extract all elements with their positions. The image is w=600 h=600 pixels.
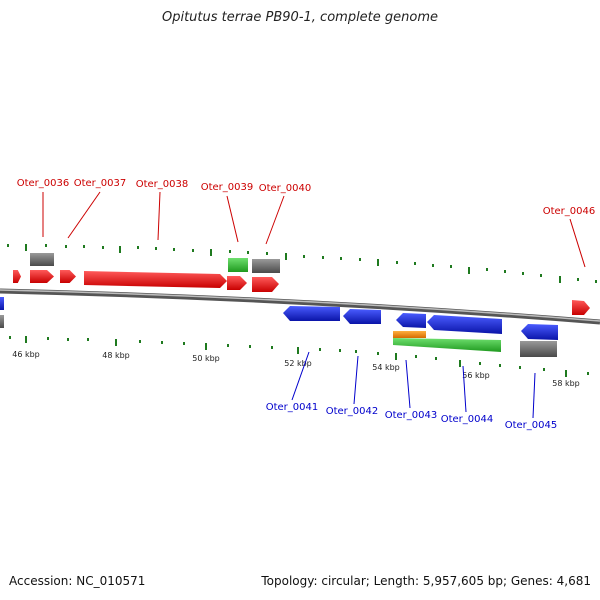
backbone-line: [0, 288, 600, 325]
forward-cds-arrow: [572, 300, 590, 315]
backbone-highlight: [0, 289, 600, 322]
gene-leader-line: [67, 191, 101, 239]
kbp-tick-label: 54 kbp: [372, 363, 400, 372]
kbp-tick-label: 56 kbp: [462, 371, 490, 380]
gene-label-oter-0038: Oter_0038: [136, 179, 189, 190]
gene-leader-line: [265, 195, 285, 245]
gray-feature-box: [520, 341, 557, 357]
map-title: Opitutus terrae PB90-1, complete genome: [161, 10, 439, 25]
gene-label-oter-0044: Oter_0044: [441, 414, 494, 425]
forward-cds-arrow: [227, 276, 247, 290]
forward-cds-arrow: [13, 270, 21, 283]
gene-leader-line: [405, 359, 411, 409]
green-feature-box: [393, 338, 501, 352]
gene-leader-line: [532, 372, 536, 419]
reverse-cds-arrow: [0, 297, 4, 310]
kbp-tick-label: 48 kbp: [102, 351, 130, 360]
gene-label-oter-0042: Oter_0042: [326, 406, 379, 417]
gene-leader-line: [353, 355, 359, 405]
gene-leader-line: [569, 218, 586, 268]
gene-leader-line: [462, 365, 467, 413]
gene-label-oter-0040: Oter_0040: [259, 183, 312, 194]
gray-feature-box: [0, 315, 4, 328]
kbp-tick-label: 58 kbp: [552, 379, 580, 388]
gray-feature-box: [252, 259, 280, 273]
forward-cds-arrow: [60, 270, 76, 283]
forward-cds-arrow: [84, 271, 227, 288]
gene-label-oter-0045: Oter_0045: [505, 420, 558, 431]
kbp-tick-label: 50 kbp: [192, 354, 220, 363]
forward-cds-arrow: [252, 277, 279, 292]
gene-leader-line: [157, 191, 161, 241]
reverse-cds-arrow: [343, 309, 381, 324]
gray-feature-box: [30, 253, 54, 266]
reverse-cds-arrow: [521, 324, 558, 340]
accession-text: Accession: NC_010571: [9, 574, 146, 588]
gene-label-oter-0036: Oter_0036: [17, 178, 70, 189]
gene-label-oter-0037: Oter_0037: [74, 178, 127, 189]
gene-leader-line: [291, 351, 310, 401]
genome-summary-text: Topology: circular; Length: 5,957,605 bp…: [261, 574, 591, 588]
forward-cds-arrow: [30, 270, 54, 283]
reverse-cds-arrow: [396, 313, 426, 328]
gene-label-oter-0046: Oter_0046: [543, 206, 596, 217]
gene-label-oter-0041: Oter_0041: [266, 402, 319, 413]
reverse-cds-arrow: [283, 306, 340, 321]
gene-leader-line: [226, 195, 239, 243]
kbp-tick-label: 52 kbp: [284, 359, 312, 368]
kbp-tick-label: 46 kbp: [12, 350, 40, 359]
reverse-cds-arrow: [427, 315, 502, 334]
green-feature-box: [228, 258, 248, 272]
gene-label-oter-0043: Oter_0043: [385, 410, 438, 421]
orange-feature-box: [393, 331, 426, 338]
gene-label-oter-0039: Oter_0039: [201, 182, 254, 193]
